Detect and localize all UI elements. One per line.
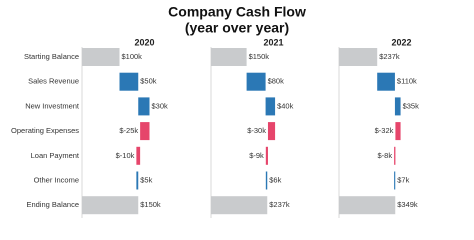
value-label: $100k [122,52,143,61]
bar [394,97,401,116]
chart: Company Cash Flow (year over year) Start… [11,4,420,218]
value-label: $80k [268,77,285,86]
bar [119,72,139,91]
year-header: 2021 [263,37,283,47]
bar [211,196,268,215]
bar [82,196,139,215]
value-label: $-9k [249,151,264,160]
category-label: Operating Expenses [11,126,79,135]
value-label: $-8k [378,151,393,160]
bar [136,146,141,165]
value-label: $6k [269,175,281,184]
value-label: $40k [277,101,294,110]
value-label: $-10k [116,151,135,160]
bar [138,97,150,116]
value-label: $30k [152,101,169,110]
chart-subtitle: (year over year) [185,20,289,36]
category-label: New Investment [25,101,80,110]
bar [394,171,396,190]
value-label: $-25k [119,126,138,135]
value-label: $349k [397,200,418,209]
bar [339,48,378,66]
value-label: $-32k [375,126,394,135]
bar [267,122,276,141]
bar [394,146,396,165]
value-label: $237k [379,52,400,61]
year-header: 2022 [391,37,411,47]
bar [140,122,150,141]
value-label: $-30k [247,126,266,135]
category-label: Ending Balance [26,200,79,209]
bar [211,48,247,66]
bar [377,72,395,91]
value-label: $7k [397,175,409,184]
bar [246,72,266,91]
bar [136,171,139,190]
bar [265,171,268,190]
category-label: Loan Payment [31,151,80,160]
value-label: $237k [269,200,290,209]
value-label: $5k [140,175,152,184]
year-header: 2020 [134,37,154,47]
value-label: $50k [140,77,157,86]
bar [265,97,276,116]
value-label: $110k [397,77,417,86]
bar [82,48,120,66]
value-label: $150k [140,200,161,209]
value-label: $150k [249,52,270,61]
chart-title: Company Cash Flow [168,4,306,20]
bar [265,146,268,165]
bar [395,122,401,141]
bar [339,196,396,215]
category-label: Starting Balance [24,52,79,61]
value-label: $35k [403,101,420,110]
category-label: Sales Revenue [28,77,79,86]
category-label: Other Income [34,175,79,184]
